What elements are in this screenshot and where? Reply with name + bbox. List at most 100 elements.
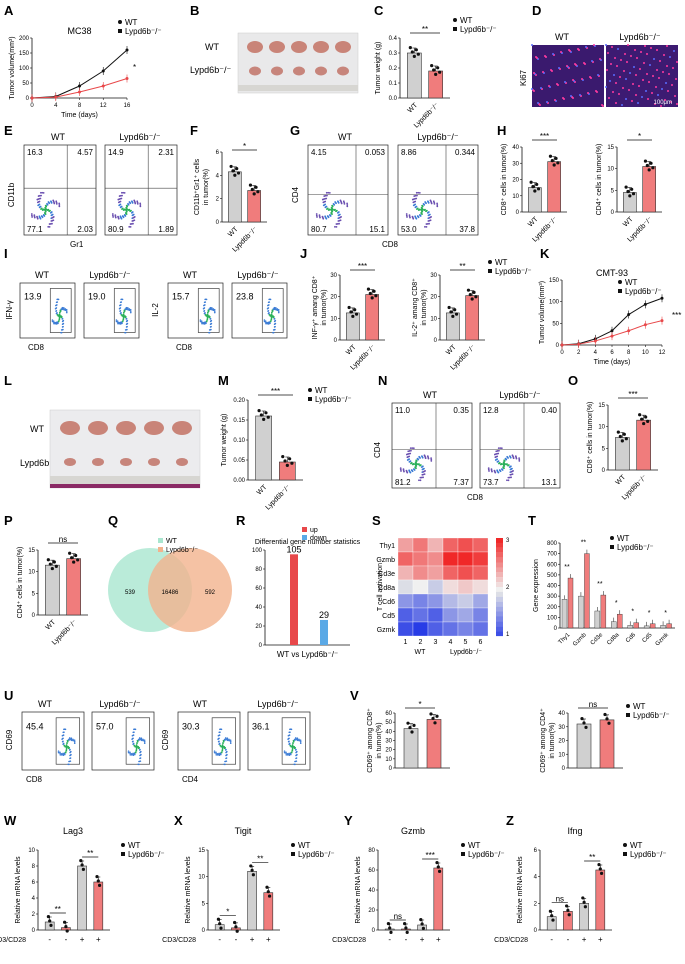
panel-H2-bar (642, 166, 656, 213)
panel-Z-bar (546, 916, 557, 931)
panel-g-ko-event (412, 217, 415, 220)
panel-t-y-tick-label: 700 (547, 552, 558, 558)
panel-Y-point (420, 922, 424, 926)
panel-i-wt1-event (65, 311, 68, 314)
panel-n-ko-event (493, 453, 496, 456)
panel-u-ko1-value: 57.0 (96, 721, 114, 731)
panel-d-cell (593, 44, 595, 46)
panel-u-ko2-event (296, 753, 298, 756)
panel-b-wt-tumor (247, 41, 263, 53)
panel-s-cell (457, 551, 474, 567)
panel-V2-point (603, 712, 607, 717)
panel-d-cell (568, 49, 570, 51)
panel-d-cell (531, 44, 533, 46)
panel-C-bar (407, 52, 422, 99)
panel-d-cell (620, 59, 622, 61)
panel-i-ko2-event (270, 319, 273, 321)
panel-s-scale-segment (496, 616, 503, 622)
panel-d-cell (653, 58, 655, 60)
panel-d-cell (626, 61, 628, 63)
panel-V1-point (406, 721, 410, 725)
panel-k-legend-ko-marker (618, 289, 622, 293)
panel-i-ko2-event (263, 319, 266, 321)
panel-J2-y-label: in tumor(%) (421, 289, 428, 325)
panel-i-ko1-event (122, 317, 125, 319)
panel-u-ko1-event (133, 728, 135, 731)
panel-e-ko-event (114, 216, 117, 219)
panel-J2-point (451, 314, 455, 318)
panel-u-ko2-event (290, 751, 293, 754)
panel-u-wt1-event (73, 739, 76, 741)
panel-V1-y-tick-label: 30 (385, 739, 392, 745)
panel-e-ko-event (117, 217, 120, 220)
panel-n-ko-event (506, 463, 508, 465)
panel-V1-point (433, 721, 437, 725)
panel-s-cell (442, 565, 459, 581)
panel-u-wt1-title: WT (38, 699, 52, 709)
panel-g-wt-event (337, 211, 340, 213)
panel-i-ko2-event (274, 319, 277, 322)
panel-V2-y-tick-label: 10 (558, 752, 565, 758)
panel-s-cell (397, 607, 414, 623)
panel-g-wt-event (325, 191, 328, 194)
panel-V2-point (607, 721, 611, 725)
panel-i-wt1-event (62, 328, 64, 331)
panel-u-ko2-event (291, 748, 294, 750)
panel-w-legend-wt: WT (128, 841, 141, 850)
panel-d-cell (618, 93, 620, 95)
panel-t-bar-ko (649, 623, 656, 629)
panel-P-bar (45, 564, 60, 616)
panel-m-legend-ko: Lypd6b⁻/⁻ (315, 395, 352, 404)
panel-s-row-label: Cd6 (382, 599, 395, 606)
panel-s-cell (472, 621, 489, 637)
panel-O-bar (636, 419, 651, 471)
panel-d-cell (605, 86, 607, 88)
panel-H2-point (645, 163, 649, 168)
panel-i-wt2-event (207, 309, 210, 312)
panel-O-y-tick-label: 0 (602, 468, 606, 474)
panel-l-ko-tumor (148, 458, 160, 466)
panel-i-wt1-event (55, 312, 58, 315)
panel-i-ko1-event (118, 307, 121, 310)
panel-i-wt2-event (208, 308, 211, 310)
panel-u-wt1-event (66, 739, 69, 742)
panel-i-ko1-event (126, 306, 129, 309)
panel-u-ko1-event (130, 754, 133, 756)
panel-d-marker: Ki67 (519, 69, 528, 86)
panel-V2-point (580, 717, 584, 721)
panel-J1-point (347, 305, 351, 310)
panel-u-wt2-event (225, 760, 228, 762)
panel-i-wt1-event (58, 317, 61, 319)
panel-w-legend-ko-marker (121, 852, 125, 856)
panel-r-title: Differential gene number statistics (255, 539, 361, 546)
panel-g-wt-event (323, 195, 326, 197)
panel-u-ko2-event (289, 744, 291, 747)
panel-letter-F: F (190, 123, 198, 138)
panel-u-wt2-event (216, 754, 219, 756)
panel-M-x-label: WT (256, 483, 269, 496)
panel-e-wt-event (49, 200, 52, 203)
panel-letter-B: B (190, 3, 199, 18)
panel-g-wt-event (335, 223, 338, 225)
panel-u-ko1-event (131, 738, 133, 740)
panel-n-wt-event (422, 476, 424, 479)
panel-u-ko1-event (132, 731, 135, 734)
panel-e-x-label: Gr1 (70, 240, 84, 249)
panel-u-wt1-event (67, 738, 70, 741)
panel-l-ruler (50, 476, 200, 484)
panel-letter-Y: Y (344, 813, 353, 828)
panel-t-bar-wt (627, 625, 633, 629)
panel-l-ko-tumor (92, 458, 104, 466)
panel-i-ko2-event (267, 310, 269, 312)
panel-letter-H: H (497, 123, 506, 138)
panel-g-ko-event (430, 216, 432, 218)
panel-e-ko-event (133, 219, 136, 222)
panel-P-x-label: WT (45, 618, 58, 631)
panel-e-wt-event (44, 206, 47, 209)
panel-A-x-tick-label: 0 (30, 103, 34, 109)
panel-t-bar-ko (584, 553, 590, 629)
panel-V2-bar (576, 723, 592, 769)
panel-d-wt-image (532, 45, 604, 107)
panel-t-y-tick-label: 100 (547, 615, 558, 621)
panel-u-ko2-event (290, 753, 292, 756)
